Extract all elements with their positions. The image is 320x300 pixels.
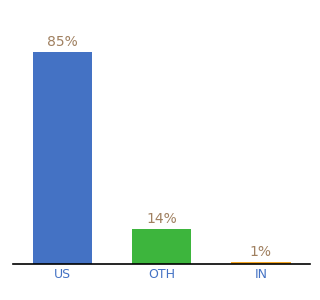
Text: 14%: 14% [146, 212, 177, 226]
Bar [132, 229, 191, 264]
Bar [33, 52, 92, 264]
Text: 85%: 85% [47, 35, 78, 50]
Text: 1%: 1% [250, 244, 272, 259]
Bar [231, 262, 291, 264]
